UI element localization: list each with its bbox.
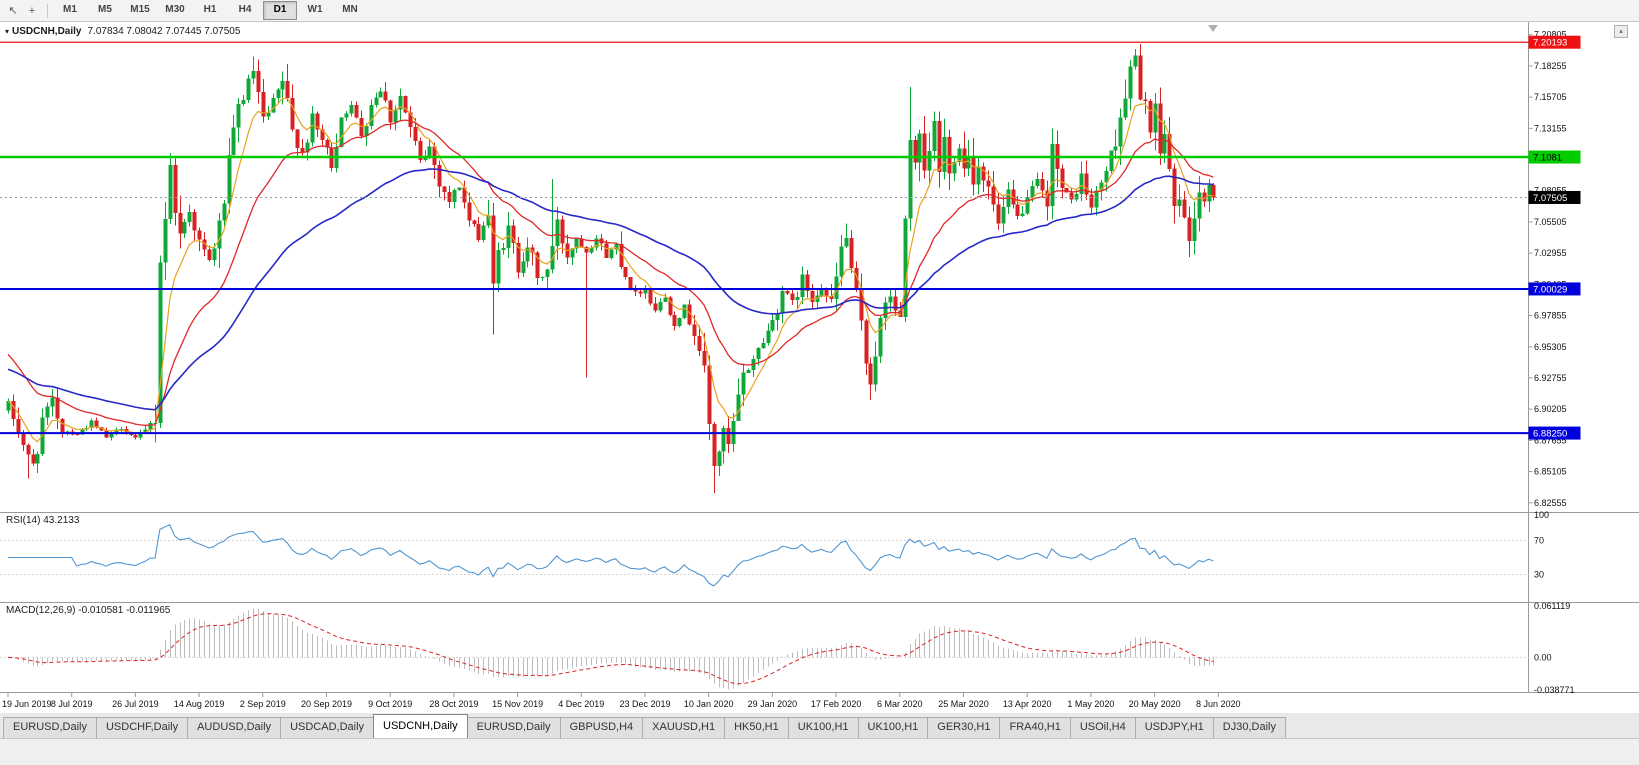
chart-tab-hk50-h1[interactable]: HK50,H1	[724, 717, 789, 738]
svg-text:8 Jun 2020: 8 Jun 2020	[1196, 699, 1241, 709]
svg-text:6.95305: 6.95305	[1534, 342, 1567, 352]
timeframe-button-w1[interactable]: W1	[307, 4, 323, 15]
svg-text:7.1081: 7.1081	[1533, 153, 1562, 164]
timeframe-button-d1[interactable]: D1	[263, 1, 297, 20]
svg-text:7.13155: 7.13155	[1534, 123, 1567, 133]
chart-tab-uk100-h1[interactable]: UK100,H1	[857, 717, 929, 738]
chart-window: 7.208057.182557.157057.131557.106057.080…	[0, 22, 1639, 713]
shift-marker-icon	[1208, 25, 1218, 32]
chart-ohlc-values: 7.07834 7.08042 7.07445 7.07505	[87, 26, 241, 37]
chart-tab-usdchf-daily[interactable]: USDCHF,Daily	[95, 717, 189, 738]
ma-mid-line	[7, 119, 1214, 426]
svg-text:0.00: 0.00	[1534, 652, 1552, 662]
chart-menu-icon[interactable]: ▾	[5, 27, 10, 36]
svg-text:13 Apr 2020: 13 Apr 2020	[1003, 699, 1052, 709]
svg-text:0.061119: 0.061119	[1534, 601, 1570, 611]
timeframe-buttons: M1 M5 M15 M30 H1 H4 D1 W1 MN	[53, 1, 368, 20]
svg-text:9 Oct 2019: 9 Oct 2019	[368, 699, 412, 709]
svg-text:6.90205: 6.90205	[1534, 404, 1567, 414]
svg-text:2 Sep 2019: 2 Sep 2019	[240, 699, 286, 709]
chart-tab-dj30-daily[interactable]: DJ30,Daily	[1212, 717, 1286, 738]
price-axis[interactable]: 7.208057.182557.157057.131557.106057.080…	[1528, 30, 1567, 508]
macd-histogram	[13, 608, 1214, 690]
timeframe-button-m30[interactable]: M30	[165, 4, 185, 15]
chart-tab-usdcad-daily[interactable]: USDCAD,Daily	[280, 717, 375, 738]
price-level-lines[interactable]: 7.20193 7.1081 7.07505 7.00029 6.88250	[0, 35, 1581, 440]
macd-indicator-label: MACD(12,26,9) -0.010581 -0.011965	[6, 605, 171, 616]
chart-tab-uk100-h1[interactable]: UK100,H1	[787, 717, 859, 738]
svg-text:7.18255: 7.18255	[1534, 61, 1567, 71]
candlestick-series	[6, 44, 1216, 493]
svg-text:7.20805: 7.20805	[1534, 30, 1567, 40]
chart-tab-gbpusd-h4[interactable]: GBPUSD,H4	[559, 717, 644, 738]
chart-title: ▾ USDCNH,Daily 7.07834 7.08042 7.07445 7.0…	[5, 26, 240, 37]
svg-text:20 Sep 2019: 20 Sep 2019	[301, 699, 352, 709]
timeframe-button-m15[interactable]: M15	[130, 4, 150, 15]
svg-text:10 Jan 2020: 10 Jan 2020	[684, 699, 734, 709]
rsi-indicator-label: RSI(14) 43.2133	[6, 515, 80, 526]
svg-text:8 Jul 2019: 8 Jul 2019	[51, 699, 93, 709]
timeframe-button-m1[interactable]: M1	[63, 4, 77, 15]
svg-text:7.00029: 7.00029	[1533, 284, 1567, 295]
svg-text:-0.038771: -0.038771	[1534, 685, 1575, 695]
timeframe-button-h1[interactable]: H1	[203, 4, 217, 15]
svg-text:7.20193: 7.20193	[1533, 38, 1567, 49]
svg-text:7.08055: 7.08055	[1534, 186, 1567, 196]
svg-text:4 Dec 2019: 4 Dec 2019	[558, 699, 604, 709]
toolbar-icons: ↖ +	[4, 3, 42, 19]
svg-text:7.05505: 7.05505	[1534, 217, 1567, 227]
svg-text:6.87655: 6.87655	[1534, 435, 1567, 445]
chart-symbol-label: USDCNH,Daily	[12, 26, 82, 37]
svg-text:6.92755: 6.92755	[1534, 373, 1567, 383]
timeframe-button-m5[interactable]: M5	[98, 4, 112, 15]
svg-text:25 Mar 2020: 25 Mar 2020	[938, 699, 989, 709]
svg-text:6.82555: 6.82555	[1534, 498, 1567, 508]
svg-text:1 May 2020: 1 May 2020	[1067, 699, 1114, 709]
svg-text:7.15705: 7.15705	[1534, 92, 1567, 102]
chart-tab-audusd-daily[interactable]: AUDUSD,Daily	[187, 717, 282, 738]
chart-tab-ger30-h1[interactable]: GER30,H1	[927, 717, 1001, 738]
chart-cursor-icon[interactable]: ↖	[8, 5, 18, 17]
svg-text:19 Jun 2019: 19 Jun 2019	[2, 699, 52, 709]
svg-text:6 Mar 2020: 6 Mar 2020	[877, 699, 923, 709]
ma-slow-line	[7, 168, 1214, 411]
top-toolbar: ↖ + M1 M5 M15 M30 H1 H4 D1 W1 MN	[0, 0, 1639, 22]
chart-tab-usdcnh-daily[interactable]: USDCNH,Daily	[373, 714, 468, 738]
svg-text:6.97855: 6.97855	[1534, 311, 1567, 321]
svg-text:15 Nov 2019: 15 Nov 2019	[492, 699, 543, 709]
svg-text:14 Aug 2019: 14 Aug 2019	[174, 699, 225, 709]
svg-text:100: 100	[1534, 510, 1549, 520]
chart-tab-usdjpy-h1[interactable]: USDJPY,H1	[1134, 717, 1214, 738]
date-axis[interactable]: 19 Jun 2019 8 Jul 2019 26 Jul 2019 14 Aug 2…	[2, 693, 1241, 709]
price-chart-svg[interactable]: 7.208057.182557.157057.131557.106057.080…	[0, 22, 1639, 713]
chart-scroll-button[interactable]: ▴	[1614, 25, 1628, 38]
chart-tab-bar: EURUSD,Daily USDCHF,Daily AUDUSD,Daily USDC…	[0, 713, 1639, 739]
svg-text:7.07505: 7.07505	[1533, 193, 1567, 204]
svg-text:28 Oct 2019: 28 Oct 2019	[429, 699, 478, 709]
chart-tab-xauusd-h1[interactable]: XAUUSD,H1	[642, 717, 726, 738]
svg-text:70: 70	[1534, 536, 1544, 546]
svg-text:7.02955: 7.02955	[1534, 248, 1567, 258]
rsi-line	[8, 524, 1214, 587]
macd-signal-line	[7, 613, 1214, 685]
window-bottom-area	[0, 739, 1639, 765]
svg-text:6.88250: 6.88250	[1533, 429, 1567, 440]
crosshair-icon[interactable]: +	[28, 4, 36, 17]
svg-text:20 May 2020: 20 May 2020	[1129, 699, 1181, 709]
chart-tab-fra40-h1[interactable]: FRA40,H1	[999, 717, 1071, 738]
toolbar-separator	[47, 3, 48, 18]
timeframe-button-mn[interactable]: MN	[342, 4, 358, 15]
svg-text:30: 30	[1534, 570, 1544, 580]
svg-text:17 Feb 2020: 17 Feb 2020	[811, 699, 862, 709]
svg-text:26 Jul 2019: 26 Jul 2019	[112, 699, 159, 709]
chart-tab-usoil-h4[interactable]: USOil,H4	[1069, 717, 1136, 738]
svg-text:6.85105: 6.85105	[1534, 467, 1567, 477]
svg-text:23 Dec 2019: 23 Dec 2019	[619, 699, 670, 709]
chart-tab-eurusd-daily[interactable]: EURUSD,Daily	[466, 717, 561, 738]
timeframe-button-h4[interactable]: H4	[238, 4, 252, 15]
svg-text:29 Jan 2020: 29 Jan 2020	[748, 699, 798, 709]
chart-tab-eurusd-daily[interactable]: EURUSD,Daily	[3, 717, 97, 738]
ma-fast-line	[7, 97, 1214, 443]
